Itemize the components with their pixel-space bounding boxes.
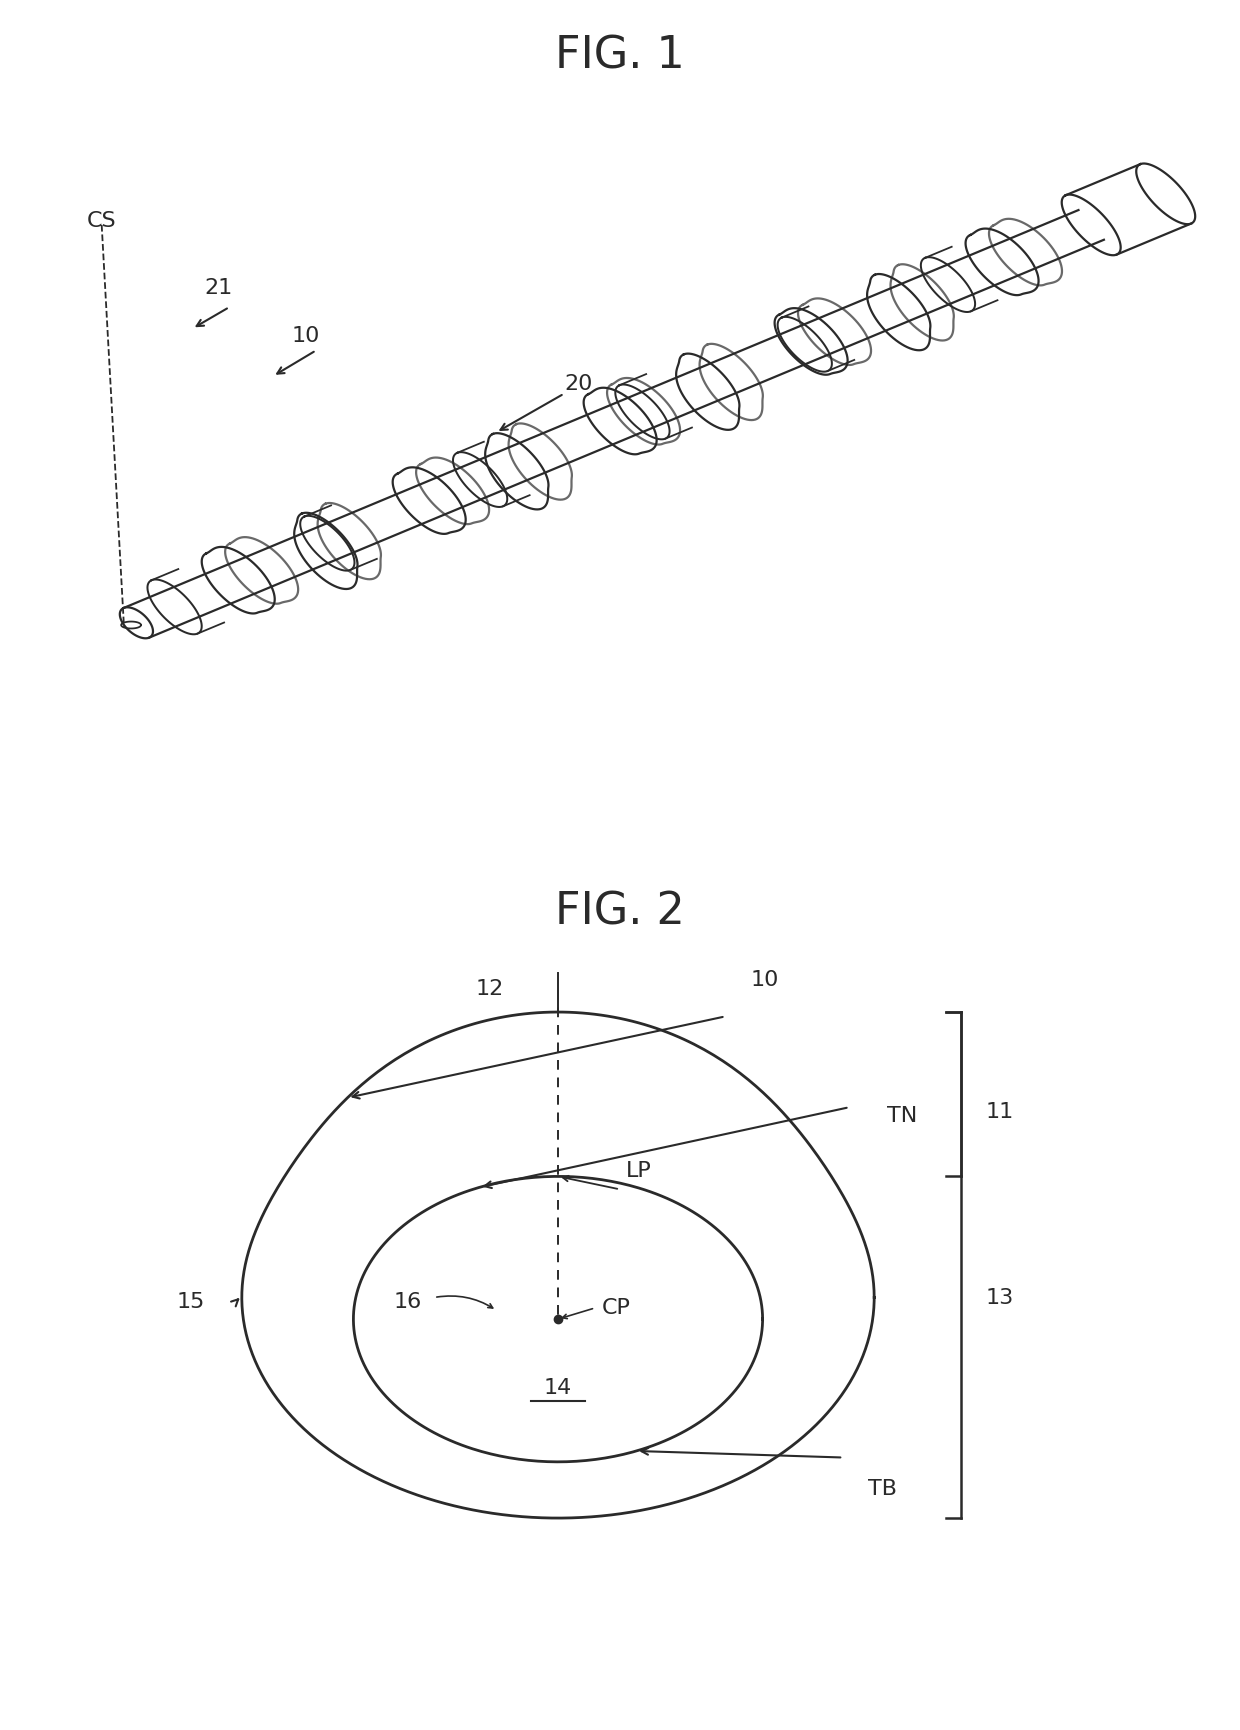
Text: FIG. 2: FIG. 2 <box>556 891 684 934</box>
Text: CP: CP <box>601 1298 630 1318</box>
Text: 12: 12 <box>476 979 503 1000</box>
Text: 13: 13 <box>986 1287 1014 1308</box>
Text: 21: 21 <box>205 279 233 298</box>
Text: 15: 15 <box>176 1292 205 1311</box>
Text: TN: TN <box>887 1105 916 1126</box>
Text: FIG. 1: FIG. 1 <box>556 35 684 78</box>
Text: TB: TB <box>868 1479 897 1500</box>
Text: 11: 11 <box>986 1102 1014 1121</box>
Text: 16: 16 <box>393 1292 422 1311</box>
Text: 10: 10 <box>750 971 779 990</box>
Text: 10: 10 <box>291 325 320 346</box>
Text: 14: 14 <box>544 1379 572 1398</box>
Text: CS: CS <box>87 211 117 230</box>
Text: 20: 20 <box>564 374 593 393</box>
Text: LP: LP <box>626 1161 652 1180</box>
